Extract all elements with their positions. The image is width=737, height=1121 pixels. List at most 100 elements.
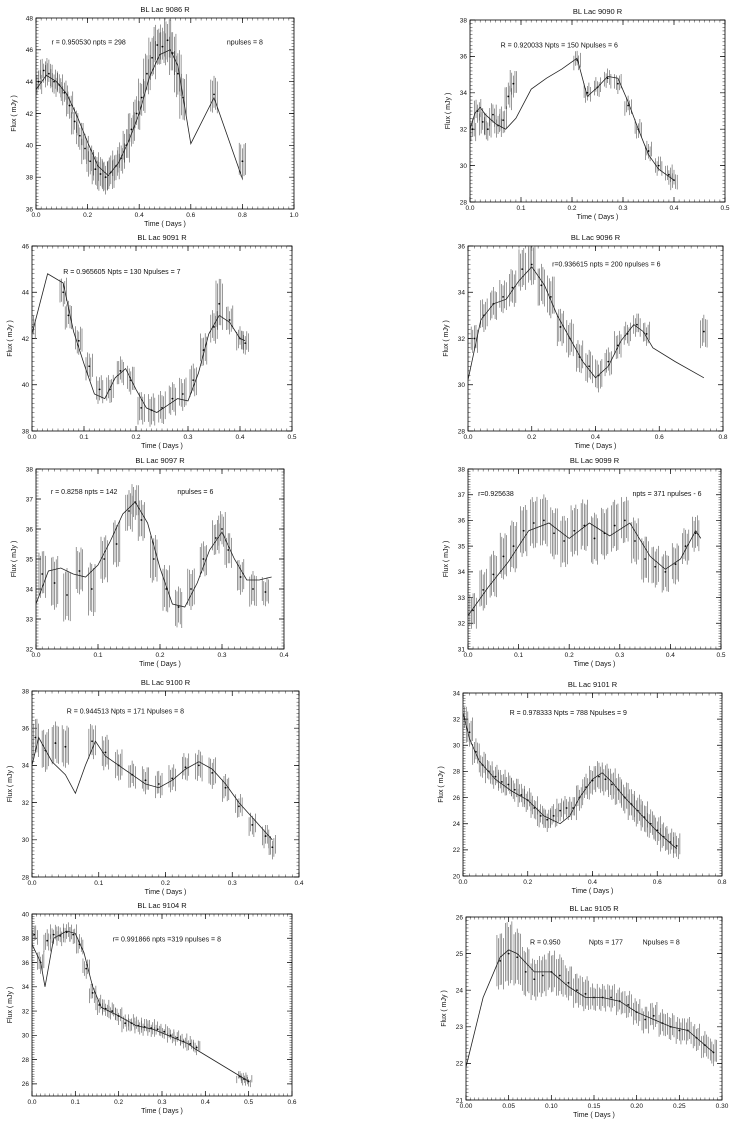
y-axis-label: Flux ( mJy ) (7, 766, 14, 803)
data-point (543, 808, 551, 832)
data-point (489, 103, 497, 127)
data-point (518, 248, 526, 291)
y-axis-label: Flux ( mJy ) (443, 320, 450, 357)
y-tick-label: 36 (22, 726, 30, 733)
fit-annotation: r= 0.991866 npts =319 npulses = 8 (113, 936, 221, 943)
point-marker (214, 537, 217, 539)
x-tick-label: 1.0 (289, 212, 298, 219)
x-axis-label: Time ( Days ) (141, 1108, 183, 1115)
data-point (218, 511, 226, 547)
point-marker (502, 555, 505, 558)
point-marker (627, 104, 629, 107)
fit-annotation: R = 0.920033 Npts = 150 Npulses = 6 (501, 42, 618, 49)
point-marker (42, 69, 45, 72)
data-point (38, 551, 46, 598)
point-marker (473, 337, 476, 340)
point-marker (184, 766, 187, 769)
data-point (667, 1012, 675, 1041)
x-tick-label: 0.6 (655, 434, 664, 441)
point-marker (516, 956, 519, 959)
point-marker (165, 588, 168, 590)
point-marker (84, 147, 86, 150)
x-axis-label: Time ( Days ) (573, 1112, 615, 1119)
data-point (588, 765, 597, 795)
data-point (489, 286, 498, 321)
point-marker (244, 342, 247, 345)
data-point (644, 140, 653, 162)
x-tick-label: 0.4 (201, 1099, 210, 1106)
x-axis-label: Time ( Days ) (572, 888, 614, 895)
x-axis-label: Time ( Days ) (574, 661, 616, 668)
x-tick-label: 0.0 (31, 212, 40, 219)
y-tick-label: 38 (26, 466, 34, 473)
point-marker (694, 532, 697, 535)
x-tick-label: 0.2 (155, 652, 164, 659)
data-point (88, 562, 96, 616)
point-marker (613, 524, 616, 527)
point-marker (563, 540, 566, 542)
data-point (480, 298, 488, 332)
point-marker (543, 519, 545, 522)
point-marker (78, 570, 81, 572)
data-point (556, 954, 564, 997)
data-point (138, 78, 146, 116)
point-marker (68, 104, 71, 107)
point-marker (65, 931, 68, 934)
point-marker (530, 263, 533, 266)
point-marker (674, 563, 677, 566)
data-point (573, 973, 581, 1008)
y-tick-label: 44 (22, 290, 30, 297)
fit-annotation: r=0.925638 (478, 491, 514, 498)
data-point (32, 718, 39, 758)
y-tick-label: 28 (22, 1057, 30, 1064)
data-point (590, 512, 599, 565)
chart-title: BL Lac 9099 R (570, 456, 620, 465)
data-point (168, 382, 176, 416)
point-marker (645, 332, 648, 335)
data-point (76, 121, 84, 150)
data-point (63, 568, 71, 622)
chart-title: BL Lac 9090 R (573, 7, 623, 16)
y-tick-label: 36 (458, 243, 466, 250)
data-point (474, 98, 482, 123)
x-tick-label: 0.5 (287, 434, 296, 441)
x-tick-label: 0.20 (630, 1103, 643, 1110)
data-point (522, 946, 530, 997)
point-marker (657, 164, 660, 167)
x-tick-label: 0.2 (114, 1099, 123, 1106)
point-marker (190, 588, 192, 590)
y-tick-label: 34 (460, 90, 468, 97)
point-marker (48, 72, 50, 75)
data-point (564, 965, 572, 1001)
point-marker (135, 112, 138, 115)
data-point (513, 928, 521, 986)
x-tick-label: 0.30 (716, 1103, 729, 1110)
data-point (509, 269, 517, 307)
chart-panel: 0.0 0.2 0.4 0.6 0.8 1.0 36 38 40 42 44 46 48 BL Lac 9… (11, 5, 299, 228)
fit-annotation: Npulses = 8 (643, 939, 680, 946)
data-point (601, 763, 609, 796)
point-marker (627, 1003, 630, 1006)
model-fit-line (32, 930, 249, 1082)
data-point (509, 69, 517, 98)
point-marker (128, 510, 130, 512)
chart-title: BL Lac 9101 R (568, 680, 618, 689)
chart-panel: 0.0 0.1 0.2 0.3 0.4 0.5 38 40 42 44 46 BL Lac 9091 … (7, 233, 297, 450)
data-point (616, 987, 624, 1016)
chart-panel: 0.0 0.2 0.4 0.6 0.8 20 22 24 26 28 30 32 34 BL Lac 91… (438, 680, 727, 895)
y-tick-label: 22 (456, 1061, 464, 1068)
model-fit-line (466, 949, 714, 1068)
data-point (179, 73, 187, 121)
point-marker (140, 406, 143, 409)
point-marker (52, 933, 55, 936)
data-point (601, 507, 609, 560)
y-tick-label: 46 (22, 243, 30, 250)
point-marker (34, 736, 37, 739)
data-point (673, 832, 681, 860)
y-tick-label: 32 (460, 127, 468, 134)
data-point (520, 504, 528, 557)
point-marker (238, 805, 240, 808)
point-marker (567, 981, 570, 984)
point-marker (72, 933, 75, 936)
x-axis-label: Time ( Days ) (575, 443, 617, 450)
